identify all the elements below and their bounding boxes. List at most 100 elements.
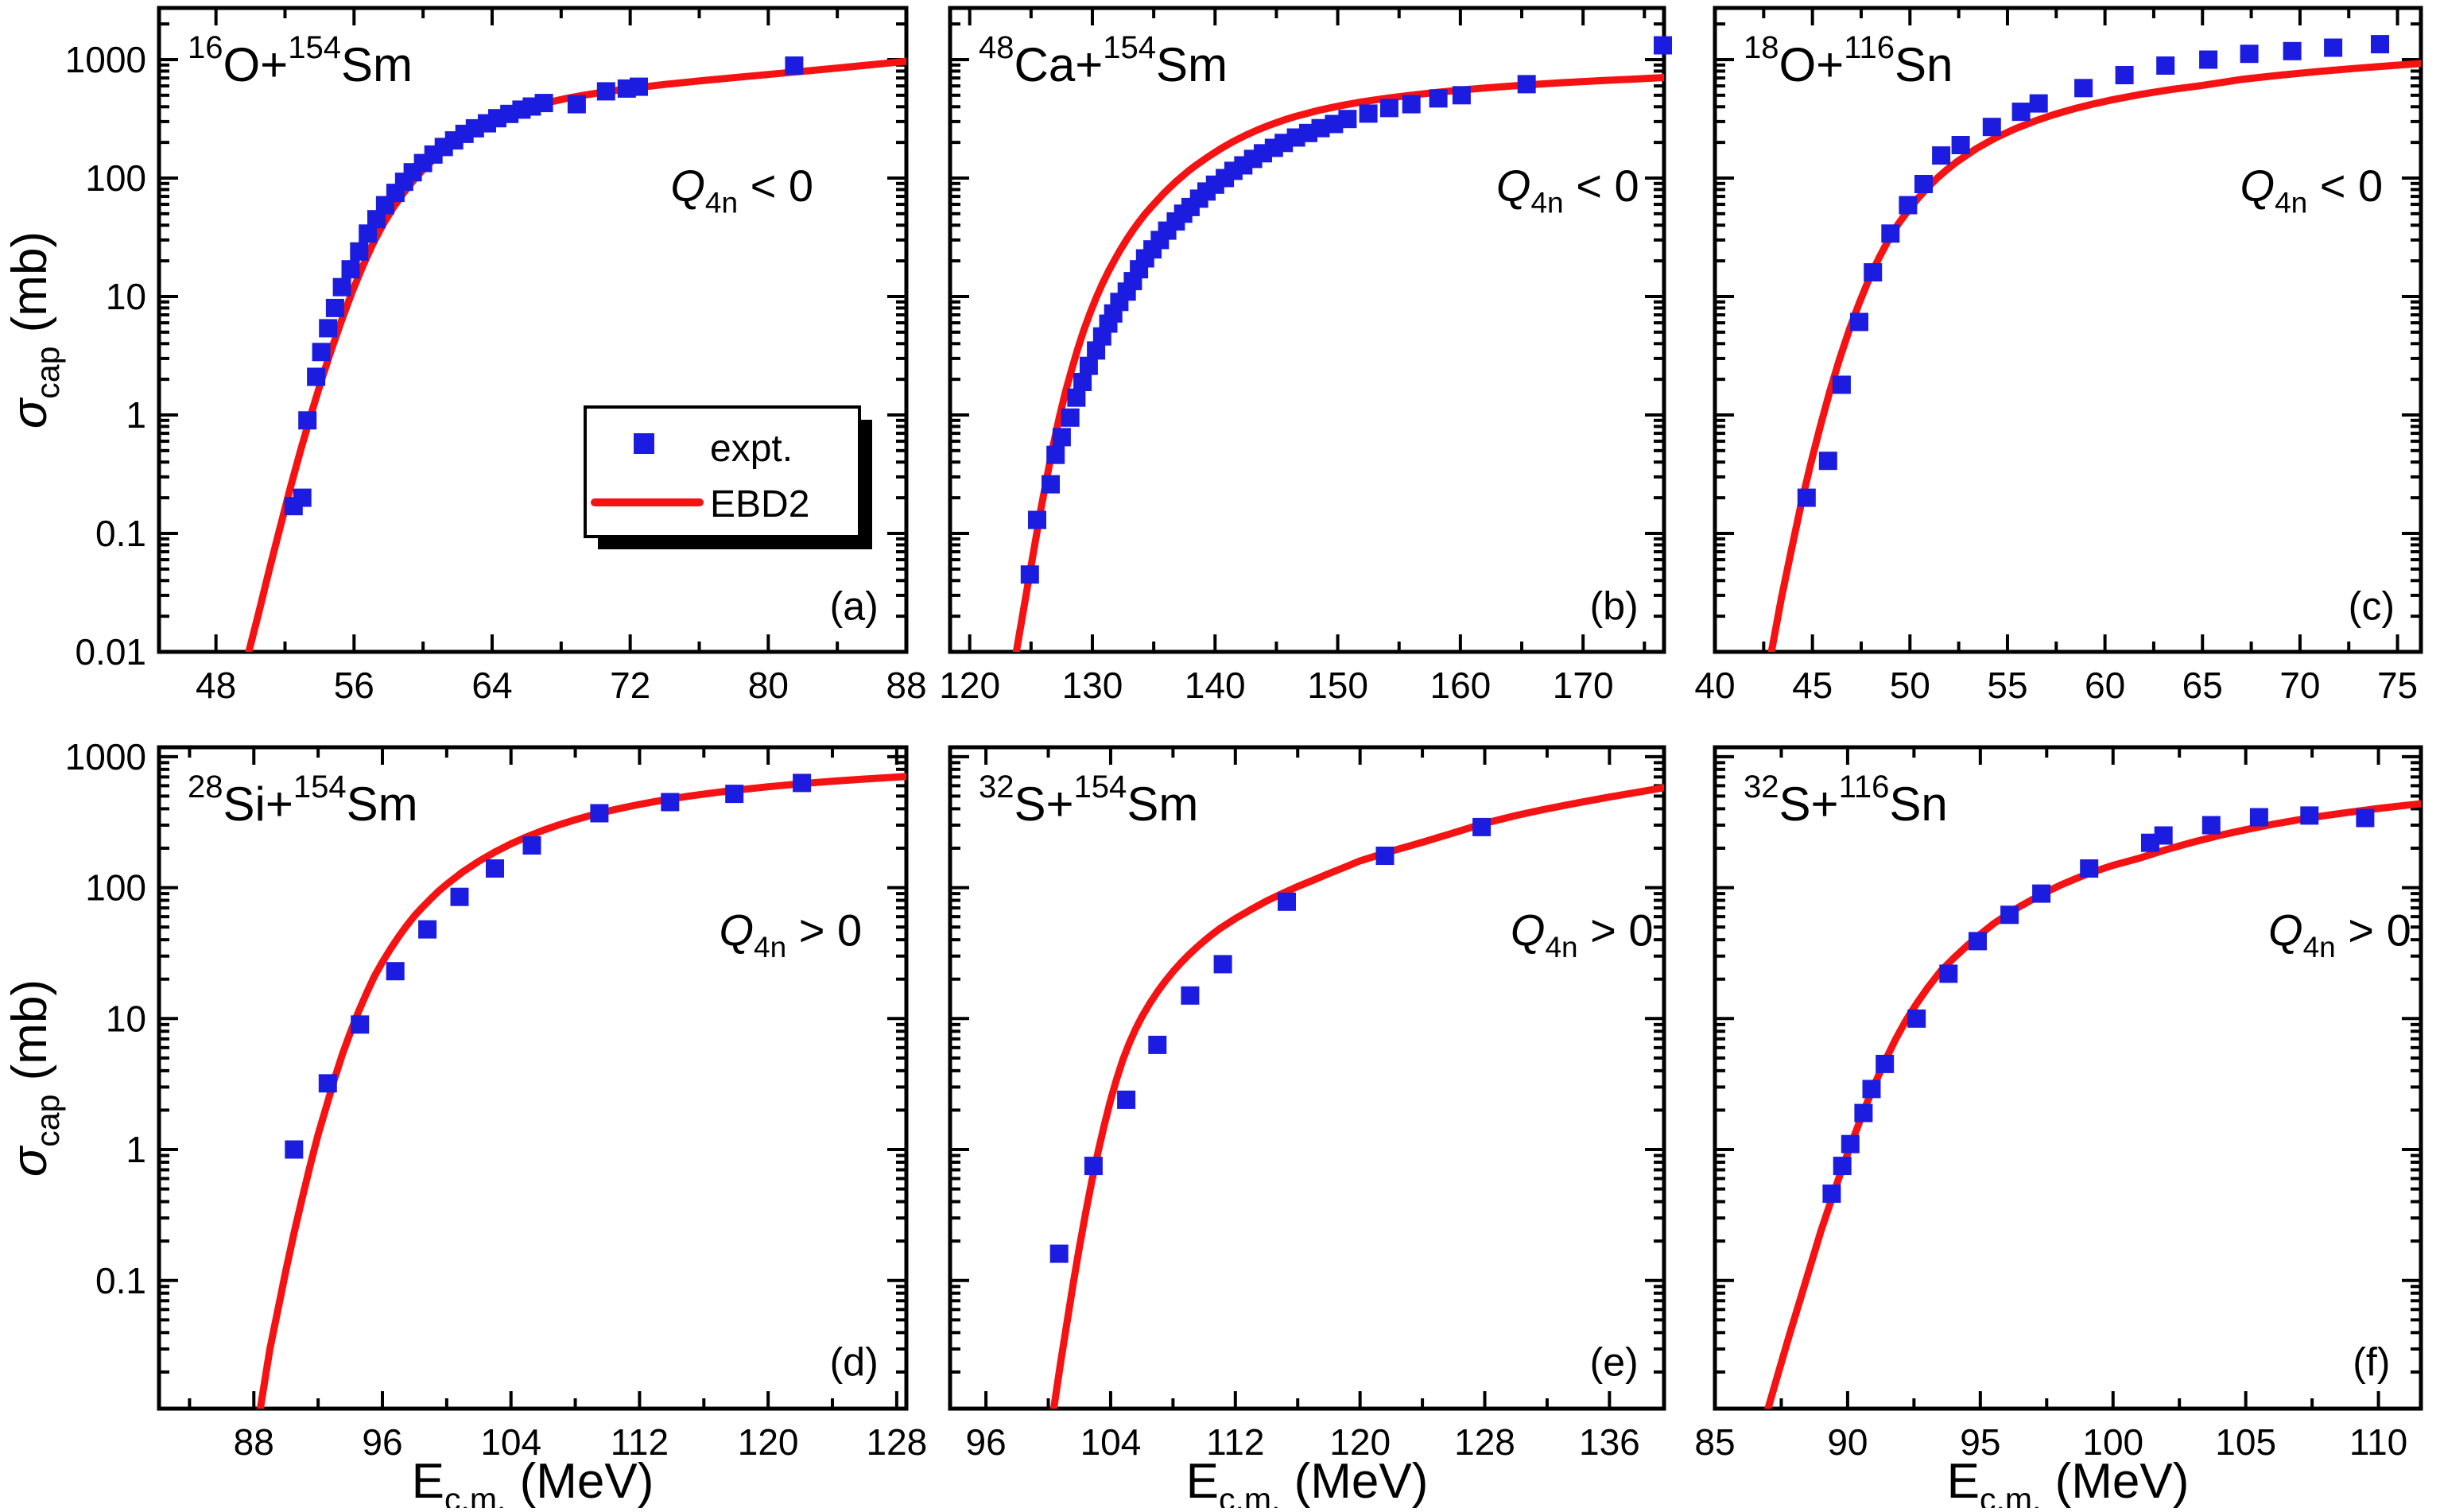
x-tick-label: 140: [1185, 665, 1246, 706]
axes-frame: [1713, 745, 2423, 1411]
q-label: Q4n > 0: [719, 905, 862, 964]
x-tick-label: 65: [2182, 665, 2223, 706]
data-point: [285, 1140, 304, 1159]
x-tick-label: 160: [1429, 665, 1491, 706]
data-point: [1067, 388, 1086, 407]
data-point: [1061, 408, 1080, 427]
data-point: [1818, 452, 1837, 471]
panel-letter: (d): [830, 1339, 879, 1384]
data-point: [1832, 375, 1851, 394]
tick-marks: [159, 8, 908, 653]
data-point: [298, 411, 317, 430]
expt-points: [284, 56, 804, 516]
data-point: [1907, 1009, 1926, 1028]
legend-box: [584, 405, 861, 538]
data-point: [2300, 806, 2319, 825]
data-point: [486, 859, 504, 878]
data-point: [1797, 488, 1816, 507]
y-axis-title: σcap (mb): [2, 979, 66, 1177]
data-point: [567, 95, 586, 114]
y-tick-label: 10: [106, 276, 146, 317]
x-tick-label: 45: [1792, 665, 1833, 706]
data-point: [590, 804, 609, 823]
data-point: [2000, 905, 2019, 925]
axes-frame: [157, 745, 909, 1411]
data-point: [319, 319, 338, 338]
data-point: [325, 298, 344, 317]
data-point: [1046, 445, 1065, 464]
x-tick-label: 105: [2215, 1421, 2276, 1463]
data-point: [1833, 1157, 1852, 1176]
data-point: [386, 962, 405, 981]
y-tick-label: 0.01: [75, 631, 146, 673]
data-point: [1402, 95, 1421, 114]
data-point: [1517, 75, 1536, 94]
panel-letter: (c): [2349, 584, 2395, 629]
x-tick-label: 128: [1454, 1421, 1515, 1463]
data-point: [450, 887, 469, 906]
data-point: [1864, 263, 1883, 282]
data-point: [661, 793, 680, 812]
x-tick-label: 130: [1062, 665, 1123, 706]
data-point: [1841, 1134, 1860, 1153]
data-point: [1020, 565, 1039, 584]
legend-model-label: EBD2: [710, 483, 809, 525]
x-tick-label: 104: [480, 1421, 541, 1463]
q-label: Q4n > 0: [2268, 905, 2411, 964]
x-tick-label: 112: [611, 1421, 669, 1463]
data-point: [630, 77, 648, 96]
x-tick-label: 80: [748, 665, 789, 706]
data-point: [351, 1015, 370, 1034]
data-point: [2074, 79, 2093, 98]
y-tick-label: 0.1: [95, 513, 146, 554]
tick-marks: [950, 8, 1664, 653]
tick-marks: [1713, 747, 2421, 1409]
data-point: [312, 343, 331, 362]
data-point: [307, 367, 326, 386]
x-tick-label: 120: [738, 1421, 799, 1463]
data-point: [725, 785, 744, 804]
data-point: [367, 210, 386, 229]
panel-e: 96 104 112 120 128 136 32S+154Sm Q4n > 0 (e): [948, 745, 1666, 1463]
data-point: [350, 242, 369, 261]
model-curve: [1049, 784, 1664, 1409]
x-tick-label: 88: [234, 1421, 274, 1463]
panel-f: 85 90 95 100 105 110 32S+116Sn Q4n > 0 (f): [1694, 745, 2423, 1463]
x-tick-label: 136: [1579, 1421, 1640, 1463]
panel-title: 32S+154Sm: [979, 770, 1198, 831]
x-tick-label: 70: [2279, 665, 2320, 706]
data-point: [1982, 118, 2001, 137]
expt-points: [1822, 806, 2375, 1204]
data-point: [1213, 955, 1232, 974]
x-tick-label: 75: [2377, 665, 2418, 706]
data-point: [1881, 224, 1900, 243]
data-point: [1876, 1054, 1895, 1073]
data-point: [332, 277, 351, 297]
data-point: [1969, 932, 1987, 951]
data-point: [418, 920, 437, 939]
x-tick-label: 150: [1307, 665, 1368, 706]
data-point: [1049, 1244, 1069, 1263]
x-tick-label: 120: [939, 665, 1000, 706]
x-tick-label: 56: [334, 665, 374, 706]
model-curve: [1767, 60, 2421, 652]
data-point: [1117, 1090, 1136, 1109]
axes-frame: [157, 6, 909, 654]
data-point: [1084, 1157, 1103, 1176]
data-point: [522, 836, 541, 855]
panel-d: 88 96 104 112 120 128 0.1 1 10 100 1000 28Si+154Sm Q…: [65, 736, 928, 1463]
x-tick-label: 90: [1827, 1421, 1868, 1463]
data-point: [2029, 94, 2048, 113]
data-point: [318, 1074, 337, 1093]
panel-a: 48 56 64 72 80 88 0.01 0.1 1 10 100 1000 16O+154Sm Q4…: [65, 6, 927, 706]
x-axis-title: Ec.m. (MeV): [1947, 1454, 2190, 1508]
data-point: [793, 773, 812, 793]
tick-marks: [950, 747, 1664, 1409]
y-axis-title: σcap (mb): [2, 231, 66, 428]
data-point: [2201, 816, 2221, 835]
data-point: [293, 488, 312, 507]
tick-marks: [159, 747, 906, 1409]
expt-points: [285, 773, 812, 1159]
